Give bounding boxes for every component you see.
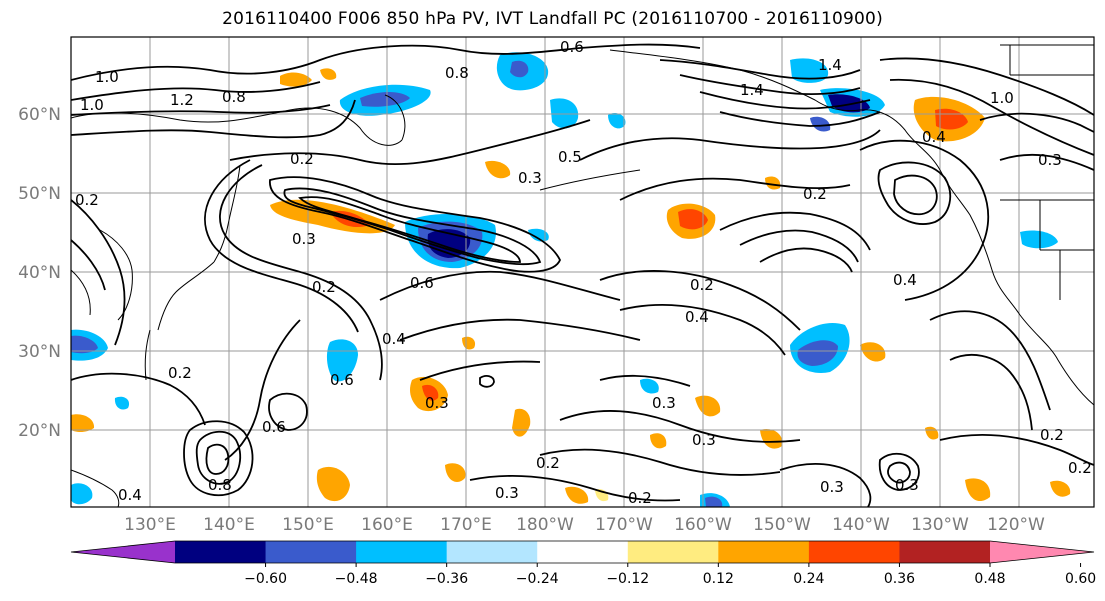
colorbar-cell	[808, 541, 900, 563]
colorbar-tick-label: −0.36	[425, 571, 468, 587]
contour-label: 0.4	[382, 330, 406, 348]
lon-label: 130°W	[911, 515, 969, 535]
contour-label: 1.0	[80, 96, 104, 114]
colorbar-tick-label: −0.60	[244, 571, 287, 587]
contour-label: 0.3	[692, 431, 716, 449]
colorbar-tick-label: 0.24	[793, 571, 824, 587]
lon-label: 180°W	[516, 515, 574, 535]
contour-label: 1.4	[818, 56, 842, 74]
contour-label: 0.2	[290, 150, 314, 168]
lon-label: 160°E	[361, 515, 413, 535]
lat-label-40n: 40°N	[18, 263, 61, 283]
contour-label: 0.4	[685, 308, 709, 326]
contour-labels: 1.0 1.0 1.2 0.8 0.2 0.2 0.3 0.5 0.3 0.6 …	[75, 38, 1092, 507]
contour-label: 0.3	[292, 230, 316, 248]
contour-label: 0.4	[922, 128, 946, 146]
contour-label: 1.0	[990, 89, 1014, 107]
lat-label-50n: 50°N	[18, 184, 61, 204]
lon-label: 150°E	[282, 515, 334, 535]
lon-label: 170°W	[595, 515, 653, 535]
lon-label: 140°W	[832, 515, 890, 535]
colorbar-tick-label: 0.60	[1065, 571, 1096, 587]
contour-label: 0.2	[1040, 426, 1064, 444]
latitude-labels: 60°N 50°N 40°N 30°N 20°N	[18, 105, 61, 441]
contour-label: 0.6	[330, 371, 354, 389]
contour-label: 0.3	[820, 478, 844, 496]
colorbar-cell	[990, 541, 1094, 563]
lat-label-30n: 30°N	[18, 342, 61, 362]
colorbar-cell	[356, 541, 448, 563]
contour-label: 0.2	[536, 454, 560, 472]
colorbar-cell	[899, 541, 991, 563]
colorbar-cell	[627, 541, 719, 563]
lon-label: 160°W	[674, 515, 732, 535]
contour-label: 0.8	[445, 64, 469, 82]
lat-label-60n: 60°N	[18, 105, 61, 125]
contour-label: 0.3	[495, 484, 519, 502]
lon-label: 140°E	[203, 515, 255, 535]
colorbar-cell	[265, 541, 357, 563]
contour-label: 0.6	[262, 418, 286, 436]
colorbar-cell	[446, 541, 538, 563]
contour-label: 1.0	[95, 68, 119, 86]
contour-label: 0.6	[410, 274, 434, 292]
colorbar-tick-label: 0.12	[703, 571, 734, 587]
lon-label: 150°W	[753, 515, 811, 535]
contour-label: 0.2	[168, 364, 192, 382]
lon-label: 120°W	[987, 515, 1045, 535]
contour-label: 0.2	[690, 276, 714, 294]
colorbar-cell	[175, 541, 267, 563]
map-title: 2016110400 F006 850 hPa PV, IVT Landfall…	[222, 9, 883, 29]
contour-label: 0.8	[208, 476, 232, 494]
longitude-labels: 130°E 140°E 150°E 160°E 170°E 180°W 170°…	[124, 515, 1045, 535]
lat-label-20n: 20°N	[18, 421, 61, 441]
contour-label: 1.4	[740, 81, 764, 99]
contour-label: 0.3	[518, 169, 542, 187]
colorbar: −0.60 −0.48 −0.36 −0.24 −0.12 0.12 0.24 0.36 0.4…	[70, 540, 1096, 587]
contour-label: 0.3	[895, 476, 919, 494]
colorbar-cell	[537, 541, 629, 563]
contour-label: 0.8	[222, 88, 246, 106]
contour-label: 0.2	[1068, 459, 1092, 477]
contour-label: 0.2	[628, 489, 652, 507]
coastlines	[71, 44, 1094, 507]
contour-label: 1.2	[170, 91, 194, 109]
ivt-contours	[71, 43, 1094, 507]
colorbar-cell	[71, 541, 175, 563]
contour-label: 0.3	[1038, 151, 1062, 169]
colorbar-tick-label: 0.36	[884, 571, 915, 587]
map-frame	[70, 36, 1095, 508]
contour-label: 0.3	[652, 394, 676, 412]
contour-label: 0.6	[560, 38, 584, 56]
colorbar-tick-label: 0.48	[974, 571, 1005, 587]
contour-label: 0.3	[425, 394, 449, 412]
lon-label: 170°E	[440, 515, 492, 535]
contour-label: 0.5	[558, 148, 582, 166]
contour-label: 0.4	[118, 486, 142, 504]
contour-label: 0.2	[312, 278, 336, 296]
contour-label: 0.2	[803, 185, 827, 203]
contour-label: 0.2	[75, 191, 99, 209]
colorbar-tick-label: −0.24	[516, 571, 559, 587]
colorbar-tick-label: −0.48	[335, 571, 378, 587]
lon-label: 130°E	[124, 515, 176, 535]
contour-label: 0.4	[893, 271, 917, 289]
colorbar-cell	[718, 541, 810, 563]
colorbar-tick-label: −0.12	[606, 571, 649, 587]
